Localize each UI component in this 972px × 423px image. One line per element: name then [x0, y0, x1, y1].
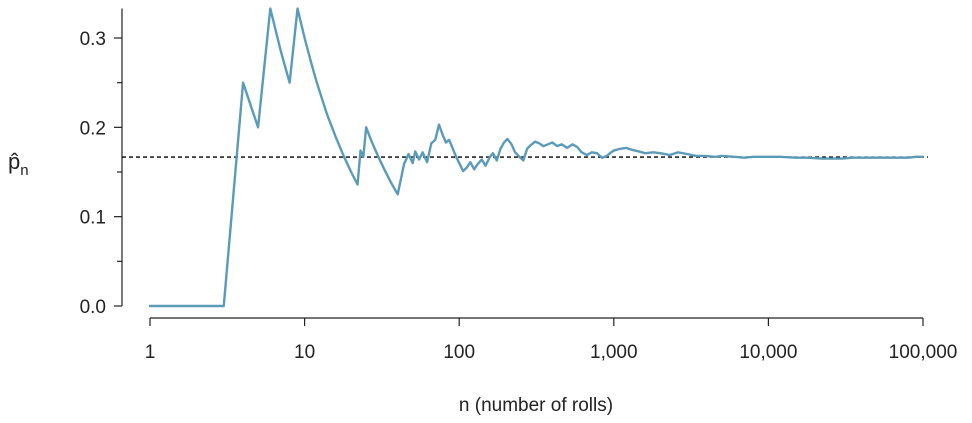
x-tick-label: 10,000: [739, 342, 797, 363]
x-tick-label: 100,000: [889, 342, 958, 363]
x-axis-title: n (number of rolls): [459, 395, 613, 416]
x-tick-label: 1: [145, 342, 156, 363]
x-tick-label: 1,000: [590, 342, 638, 363]
y-tick-label: 0.3: [80, 29, 106, 50]
y-tick-label: 0.0: [80, 297, 106, 318]
x-tick-label: 10: [294, 342, 315, 363]
running-proportion-line: [148, 7, 925, 308]
y-axis-title-subscript: n: [20, 162, 28, 179]
x-axis: 1 10 100 1,000 10,000 100,000: [145, 317, 958, 363]
y-axis-title: p̂n: [8, 149, 29, 179]
y-tick-label: 0.1: [80, 208, 106, 229]
y-axis-title-main: p̂: [8, 149, 20, 174]
y-axis: 0.0 0.1 0.2 0.3: [80, 8, 123, 318]
y-tick-label: 0.2: [80, 118, 106, 139]
x-tick-label: 100: [443, 342, 475, 363]
